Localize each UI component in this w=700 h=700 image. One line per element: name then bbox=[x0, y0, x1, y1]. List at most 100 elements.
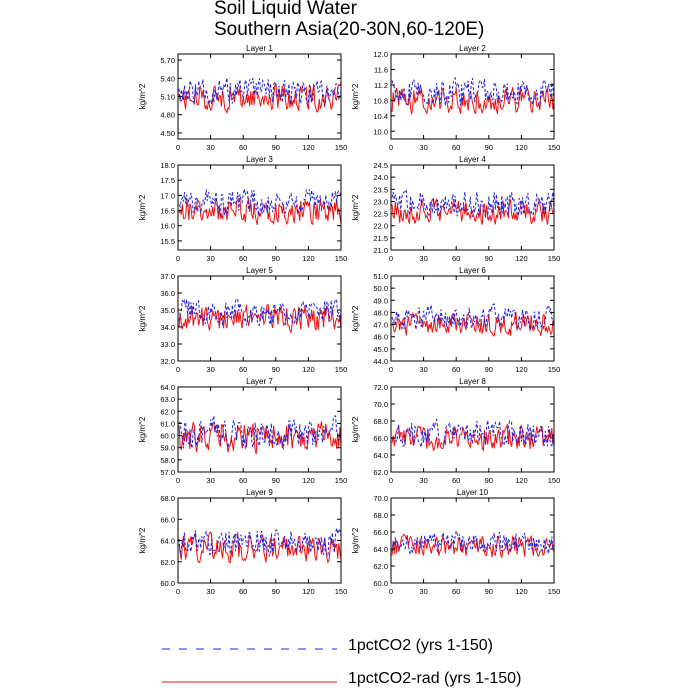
panel-layer-9: Layer 9 kg/m^2 60.0 62.0 64.0 66.0 68.0 0 30 60 90… bbox=[138, 488, 347, 596]
series-line-1pctco2 bbox=[178, 527, 342, 558]
x-tick-label: 30 bbox=[206, 143, 214, 152]
x-tick-label: 0 bbox=[389, 143, 393, 152]
x-tick-label: 30 bbox=[419, 476, 427, 485]
x-tick-label: 150 bbox=[335, 587, 348, 596]
x-tick-label: 120 bbox=[302, 254, 315, 263]
y-tick-label: 70.0 bbox=[373, 400, 388, 409]
y-tick-label: 60.0 bbox=[160, 579, 175, 588]
x-tick-label: 150 bbox=[335, 365, 348, 374]
x-tick-label: 90 bbox=[485, 476, 493, 485]
y-tick-label: 10.4 bbox=[373, 112, 388, 121]
panel-layer-7: Layer 7 kg/m^2 57.0 58.0 59.0 60.0 61.0 62.0 63.… bbox=[138, 377, 347, 485]
x-tick-label: 30 bbox=[419, 587, 427, 596]
y-tick-label: 4.50 bbox=[160, 129, 175, 138]
y-tick-label: 59.0 bbox=[160, 444, 175, 453]
x-tick-label: 30 bbox=[419, 143, 427, 152]
x-tick-label: 60 bbox=[452, 143, 460, 152]
x-tick-label: 30 bbox=[206, 587, 214, 596]
plot-frame bbox=[390, 497, 555, 584]
x-tick-label: 60 bbox=[239, 365, 247, 374]
y-axis-label: kg/m^2 bbox=[138, 416, 147, 442]
y-tick-label: 49.0 bbox=[373, 296, 388, 305]
y-tick-label: 68.0 bbox=[373, 511, 388, 520]
x-tick-label: 150 bbox=[548, 476, 561, 485]
panel-title: Layer 4 bbox=[459, 155, 486, 164]
panel-title: Layer 9 bbox=[246, 488, 273, 497]
series-line-1pctco2 bbox=[178, 188, 342, 217]
x-tick-label: 0 bbox=[176, 476, 180, 485]
x-tick-label: 0 bbox=[389, 365, 393, 374]
y-tick-label: 17.5 bbox=[160, 176, 175, 185]
panel-layer-3: Layer 3 kg/m^2 15.5 16.0 16.5 17.0 17.5 18.0 0 30… bbox=[138, 155, 347, 263]
x-tick-label: 90 bbox=[485, 254, 493, 263]
x-tick-label: 60 bbox=[239, 254, 247, 263]
x-tick-label: 90 bbox=[272, 476, 280, 485]
y-tick-label: 37.0 bbox=[160, 272, 175, 281]
y-tick-label: 18.0 bbox=[160, 161, 175, 170]
series-line-1pctco2 bbox=[391, 187, 555, 221]
panel-title: Layer 6 bbox=[459, 266, 486, 275]
y-tick-label: 16.5 bbox=[160, 207, 175, 216]
y-tick-label: 33.0 bbox=[160, 340, 175, 349]
y-axis-label: kg/m^2 bbox=[351, 305, 360, 331]
panel-layer-4: Layer 4 kg/m^2 21.0 21.5 22.0 22.5 23.0 23.5 24.… bbox=[351, 155, 560, 263]
y-tick-label: 10.0 bbox=[373, 127, 388, 136]
figure-title-line2: Southern Asia(20-30N,60-120E) bbox=[214, 19, 485, 40]
y-tick-label: 62.0 bbox=[160, 407, 175, 416]
y-tick-label: 22.5 bbox=[373, 210, 388, 219]
y-tick-label: 22.0 bbox=[373, 222, 388, 231]
y-tick-label: 70.0 bbox=[373, 494, 388, 503]
y-tick-label: 60.0 bbox=[373, 579, 388, 588]
panel-title: Layer 5 bbox=[246, 266, 273, 275]
plot-frame bbox=[390, 53, 555, 140]
y-tick-label: 48.0 bbox=[373, 308, 388, 317]
y-axis-label: kg/m^2 bbox=[351, 527, 360, 553]
y-tick-label: 10.8 bbox=[373, 96, 388, 105]
x-tick-label: 90 bbox=[272, 254, 280, 263]
y-tick-label: 68.0 bbox=[373, 417, 388, 426]
series-line-1pctco2 bbox=[391, 76, 555, 107]
x-tick-label: 90 bbox=[485, 587, 493, 596]
panel-layer-6: Layer 6 kg/m^2 44.0 45.0 46.0 47.0 48.0 49.0 50.… bbox=[351, 266, 560, 374]
plot-frame bbox=[177, 275, 342, 362]
x-tick-label: 150 bbox=[335, 143, 348, 152]
y-tick-label: 66.0 bbox=[373, 434, 388, 443]
y-axis-label: kg/m^2 bbox=[138, 83, 147, 109]
y-tick-label: 23.0 bbox=[373, 197, 388, 206]
y-tick-label: 5.40 bbox=[160, 74, 175, 83]
y-axis-label: kg/m^2 bbox=[351, 194, 360, 220]
x-tick-label: 90 bbox=[485, 365, 493, 374]
y-tick-label: 72.0 bbox=[373, 383, 388, 392]
x-tick-label: 30 bbox=[206, 365, 214, 374]
y-tick-label: 21.5 bbox=[373, 234, 388, 243]
x-tick-label: 150 bbox=[548, 587, 561, 596]
panel-title: Layer 3 bbox=[246, 155, 273, 164]
series-line-1pctco2-rad bbox=[391, 85, 555, 115]
x-tick-label: 0 bbox=[389, 476, 393, 485]
x-tick-label: 0 bbox=[389, 254, 393, 263]
x-tick-label: 60 bbox=[452, 587, 460, 596]
x-tick-label: 90 bbox=[272, 365, 280, 374]
y-tick-label: 66.0 bbox=[373, 528, 388, 537]
y-tick-label: 15.5 bbox=[160, 237, 175, 246]
x-tick-label: 150 bbox=[335, 476, 348, 485]
x-tick-label: 150 bbox=[335, 254, 348, 263]
y-tick-label: 17.0 bbox=[160, 191, 175, 200]
x-tick-label: 120 bbox=[302, 476, 315, 485]
x-tick-label: 60 bbox=[452, 476, 460, 485]
x-tick-label: 150 bbox=[548, 254, 561, 263]
y-tick-label: 68.0 bbox=[160, 494, 175, 503]
panel-layer-8: Layer 8 kg/m^2 62.0 64.0 66.0 68.0 70.0 72.0 0 30… bbox=[351, 377, 560, 485]
y-tick-label: 61.0 bbox=[160, 419, 175, 428]
panel-layer-2: Layer 2 kg/m^2 10.0 10.4 10.8 11.2 11.6 12.0 0 30… bbox=[351, 44, 560, 152]
series-line-1pctco2 bbox=[178, 415, 342, 450]
panel-title: Layer 10 bbox=[457, 488, 489, 497]
x-tick-label: 120 bbox=[515, 254, 528, 263]
x-tick-label: 120 bbox=[515, 587, 528, 596]
series-line-1pctco2 bbox=[178, 298, 342, 326]
x-tick-label: 60 bbox=[239, 587, 247, 596]
y-tick-label: 51.0 bbox=[373, 272, 388, 281]
legend-label-1pctco2: 1pctCO2 (yrs 1-150) bbox=[348, 637, 493, 654]
series-line-1pctco2 bbox=[391, 418, 555, 449]
